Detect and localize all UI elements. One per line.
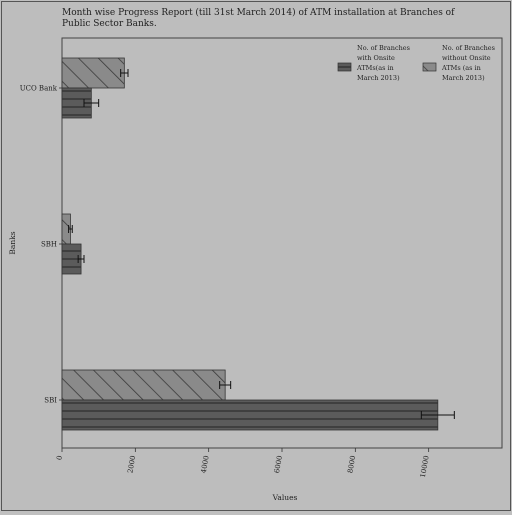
legend-label-line: without Onsite: [442, 54, 491, 62]
bar-with-onsite-sbi: [61, 399, 439, 431]
chart-title-line-2: Public Sector Banks.: [62, 19, 157, 29]
x-tick-label: 6000: [273, 455, 284, 474]
chart: Month wise Progress Report (till 31st Ma…: [8, 7, 503, 502]
legend-swatch-with-onsite: [337, 62, 352, 72]
legend: No. of Branches with Onsite ATMs(as in Marc…: [337, 44, 495, 82]
legend-label-line: No. of Branches: [442, 44, 495, 52]
legend-label-line: No. of Branches: [357, 44, 410, 52]
legend-label-line: March 2013): [442, 74, 485, 82]
legend-label-line: ATMs(as in: [356, 64, 394, 72]
y-axis-label: Banks: [8, 231, 17, 254]
x-tick-label: 2000: [126, 455, 137, 474]
x-axis-label: Values: [272, 493, 298, 502]
y-tick-label: SBI: [44, 397, 57, 405]
bar-without-onsite-uco-bank: [61, 57, 125, 89]
legend-swatch-without-onsite: [422, 62, 437, 72]
y-tick-label: UCO Bank: [20, 85, 58, 93]
y-tick-group: UCO Bank SBH SBI: [20, 85, 62, 405]
legend-label-line: ATMs (as in: [441, 64, 481, 72]
legend-label-line: March 2013): [357, 74, 400, 82]
x-tick-group: 0 2000 4000 6000 8000 10000: [55, 448, 431, 478]
bar-without-onsite-sbi: [61, 369, 226, 401]
x-tick-label: 10000: [419, 455, 431, 478]
x-tick-label: 4000: [200, 455, 211, 474]
x-tick-label: 8000: [346, 455, 357, 474]
chart-title-line-1: Month wise Progress Report (till 31st Ma…: [62, 7, 455, 18]
legend-label-line: with Onsite: [357, 54, 395, 62]
x-tick-label: 0: [55, 455, 64, 461]
bars-group: [61, 57, 455, 431]
y-tick-label: SBH: [41, 241, 57, 249]
